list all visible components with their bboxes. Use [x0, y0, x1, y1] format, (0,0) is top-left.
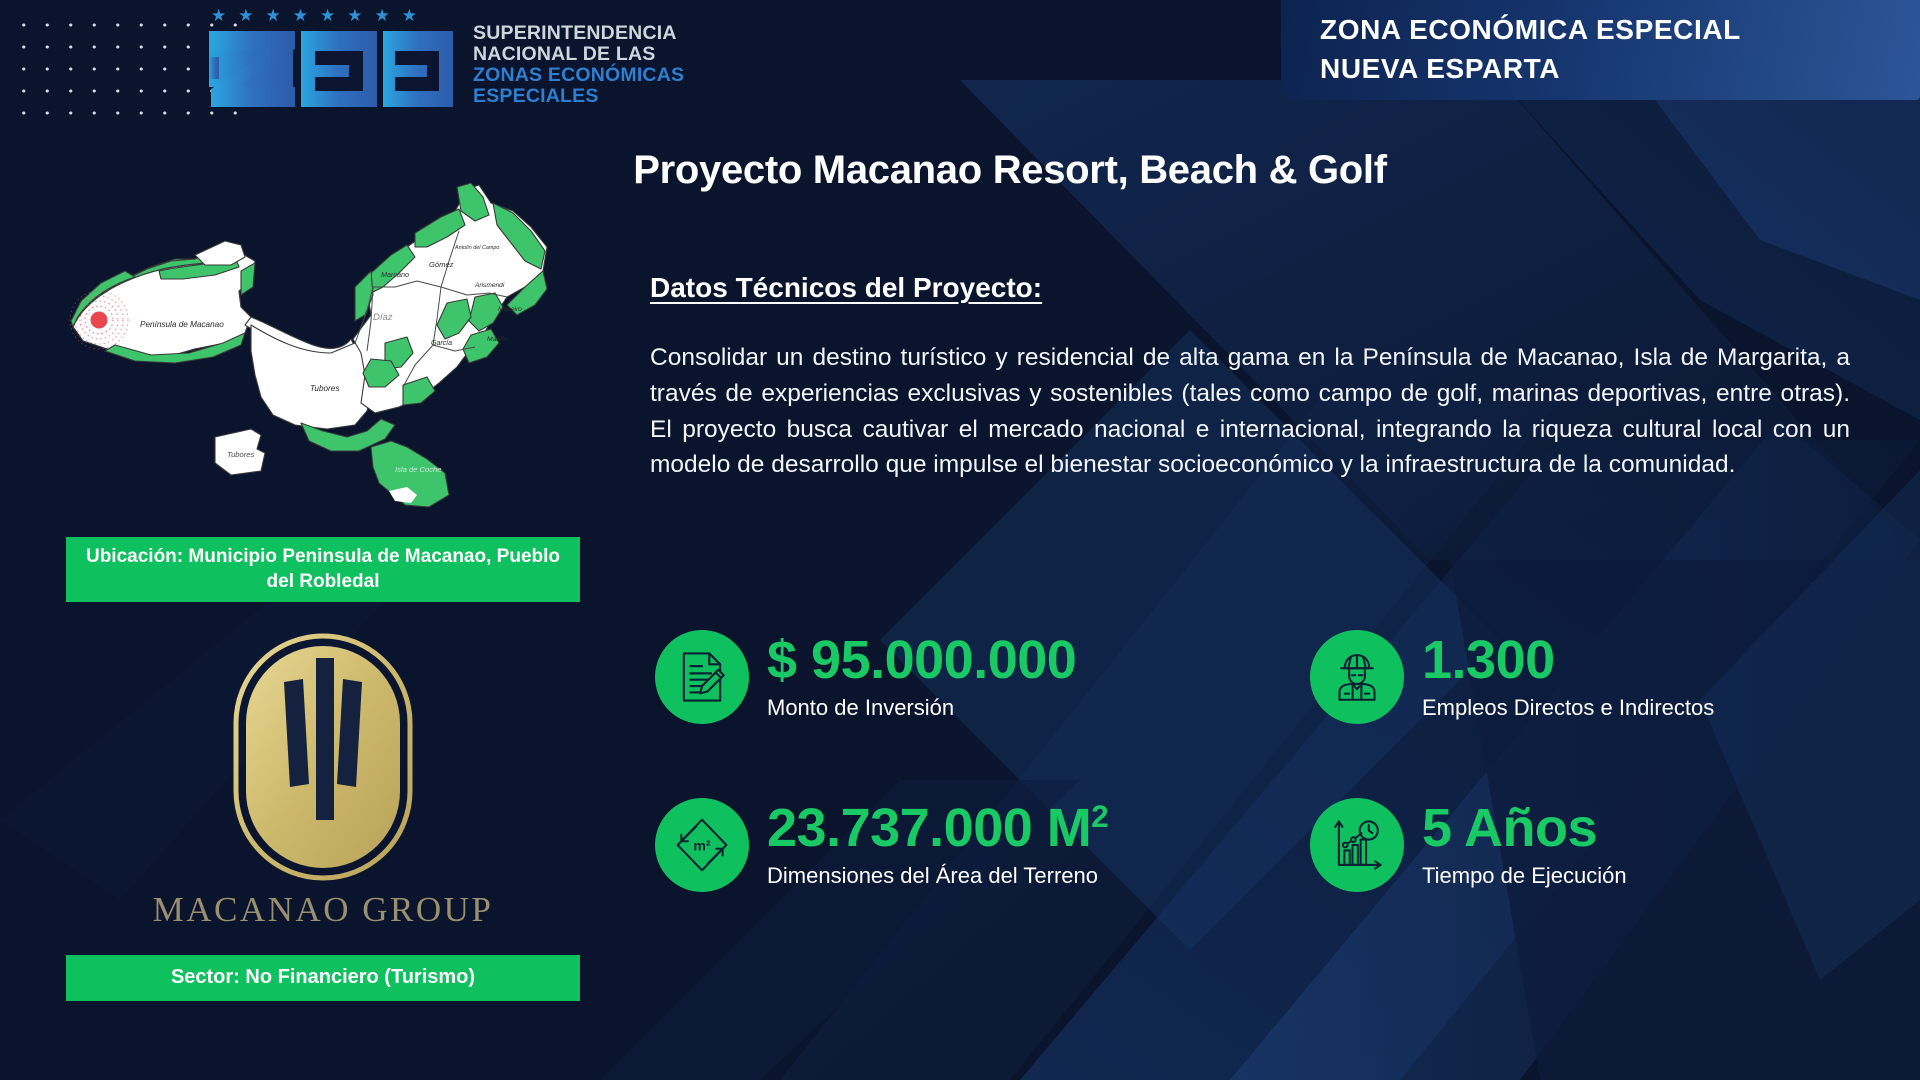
map-label-diaz: Díaz — [373, 312, 393, 323]
growth-chart-clock-icon — [1310, 798, 1404, 892]
stat-duration-value: 5 Años — [1422, 798, 1598, 859]
map-label-garcia: García — [431, 340, 452, 347]
map-label-tubores: Tubores — [310, 384, 339, 393]
zee-wordmark-line-1: SUPERINTENDENCIA — [473, 22, 677, 44]
sector-banner: Sector: No Financiero (Turismo) — [66, 955, 580, 1001]
macanao-group-emblem-icon — [233, 633, 413, 881]
zone-header-band: ZONA ECONÓMICA ESPECIAL NUEVA ESPARTA — [1281, 0, 1920, 100]
stat-duration-label: Tiempo de Ejecución — [1422, 863, 1627, 889]
map-label-marcano: Marcano — [381, 270, 409, 279]
map-label-isla-coche: Isla de Coche — [395, 465, 441, 474]
zee-letterblocks-icon — [205, 29, 455, 109]
stat-area-label: Dimensiones del Área del Terreno — [767, 863, 1098, 889]
zone-header-line-2: NUEVA ESPARTA — [1320, 53, 1561, 84]
zone-header-line-1: ZONA ECONÓMICA ESPECIAL — [1320, 14, 1741, 45]
stat-jobs-label: Empleos Directos e Indirectos — [1422, 695, 1715, 721]
zee-wordmark-line-3: ZONAS ECONÓMICAS — [473, 64, 685, 87]
map-label-arismendi: Arismendi — [474, 282, 505, 289]
page-title: Proyecto Macanao Resort, Beach & Golf — [633, 148, 1387, 192]
map-label-tubores-island: Tubores — [227, 450, 254, 459]
map-label-peninsula: Península de Macanao — [140, 320, 224, 329]
stat-investment-label: Monto de Inversión — [767, 695, 955, 721]
technical-data-heading: Datos Técnicos del Proyecto: — [650, 272, 1043, 303]
stat-jobs: 1.300 Empleos Directos e Indirectos — [1310, 630, 1714, 724]
stat-area-value: 23.737.000 M2 — [767, 798, 1109, 859]
stat-duration: 5 Años Tiempo de Ejecución — [1310, 798, 1627, 892]
location-banner: Ubicación: Municipio Peninsula de Macana… — [66, 537, 580, 602]
star-row-icon: ★ ★ ★ ★ ★ ★ ★ ★ — [211, 6, 417, 25]
dot-grid-decoration — [6, 8, 242, 118]
construction-worker-icon — [1310, 630, 1404, 724]
map-label-marino: Mariño — [487, 336, 508, 343]
zee-logo-mark: ★ ★ ★ ★ ★ ★ ★ ★ — [205, 5, 455, 109]
zee-logo: ★ ★ ★ ★ ★ ★ ★ ★ — [205, 5, 805, 109]
map-label-maneiro: Maneiro — [498, 306, 522, 313]
map-label-gomez: Gómez — [429, 260, 454, 269]
zee-wordmark-line-4: ESPECIALES — [473, 85, 599, 108]
macanao-group-wordmark: MACANAO GROUP — [152, 890, 494, 929]
stat-area: m² 23.737.000 M2 Dimensiones del Área de… — [655, 798, 1109, 892]
stat-investment-value: $ 95.000.000 — [767, 630, 1077, 691]
location-pin-macanao — [69, 290, 129, 350]
stat-jobs-value: 1.300 — [1422, 630, 1555, 691]
margarita-island-map: Península de Macanao Tubores Díaz Marcan… — [55, 175, 555, 520]
zee-wordmark-line-2: NACIONAL DE LAS — [473, 43, 656, 66]
map-label-antolin: Antolín del Campo — [454, 245, 499, 251]
document-pencil-icon — [655, 630, 749, 724]
macanao-group-logo: MACANAO GROUP — [153, 632, 491, 932]
svg-text:m²: m² — [693, 838, 710, 854]
area-dimensions-icon: m² — [655, 798, 749, 892]
zee-logo-wordmark: SUPERINTENDENCIA NACIONAL DE LAS ZONAS E… — [473, 22, 685, 108]
technical-data-body: Consolidar un destino turístico y reside… — [650, 344, 1850, 479]
stat-investment: $ 95.000.000 Monto de Inversión — [655, 630, 1077, 724]
